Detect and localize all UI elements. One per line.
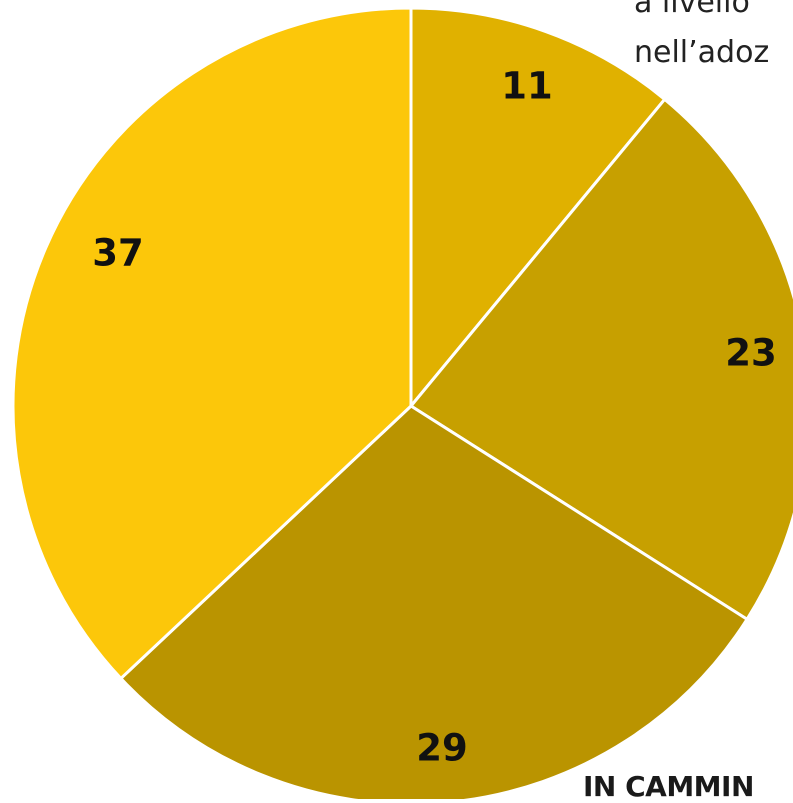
caption-line-1: a livello [634, 0, 750, 20]
pie-data-label-37: 37 [92, 232, 144, 275]
pie-data-label-11: 11 [501, 65, 553, 108]
pie-data-labels: 11 23 29 37 [92, 65, 777, 770]
pie-data-label-29: 29 [416, 727, 468, 770]
pie-slices [11, 6, 793, 799]
pie-slice-29 [119, 404, 749, 799]
pie-slice-11 [409, 6, 667, 408]
pie-slice-37 [11, 6, 413, 680]
pie-slice-23 [409, 97, 793, 621]
pie-data-label-23: 23 [725, 332, 777, 375]
caption-line-2: nell’adoz [634, 35, 770, 70]
footer-heading: IN CAMMIN [583, 770, 754, 803]
